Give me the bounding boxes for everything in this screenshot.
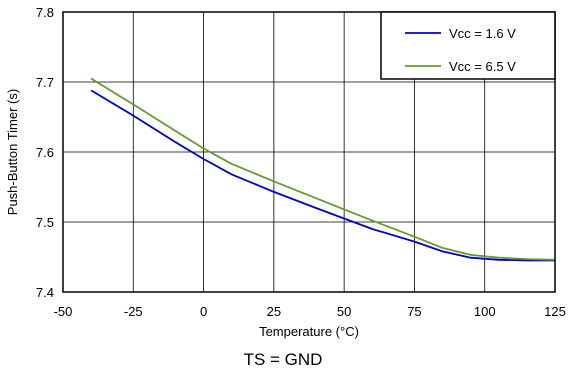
x-tick-label: -25	[124, 304, 143, 319]
x-tick-label: -50	[54, 304, 73, 319]
series-layer	[90, 77, 556, 262]
chart-caption: TS = GND	[244, 350, 323, 369]
series-line	[90, 77, 556, 261]
plot-area-frame	[62, 11, 556, 293]
y-tick-label: 7.7	[36, 75, 54, 90]
x-tick-label: 100	[474, 304, 496, 319]
x-tick-label: 0	[200, 304, 207, 319]
y-axis-label: Push-Button Timer (s)	[5, 89, 20, 215]
y-tick-label: 7.5	[36, 215, 54, 230]
x-tick-label: 25	[267, 304, 281, 319]
x-tick-label: 75	[407, 304, 421, 319]
legend: Vcc = 1.6 V Vcc = 6.5 V	[380, 11, 556, 80]
x-tick-labels: -50 -25 0 25 50 75 100 125	[54, 304, 566, 319]
y-tick-labels: 7.4 7.5 7.6 7.7 7.8	[36, 5, 54, 300]
y-tick-label: 7.4	[36, 285, 54, 300]
legend-label: Vcc = 1.6 V	[449, 26, 516, 41]
legend-box	[380, 11, 556, 80]
y-tick-label: 7.8	[36, 5, 54, 20]
y-tick-label: 7.6	[36, 145, 54, 160]
x-tick-label: 50	[337, 304, 351, 319]
x-tick-label: 125	[544, 304, 566, 319]
series-line	[90, 89, 555, 262]
legend-label: Vcc = 6.5 V	[449, 59, 516, 74]
x-axis-label: Temperature (°C)	[259, 324, 359, 339]
